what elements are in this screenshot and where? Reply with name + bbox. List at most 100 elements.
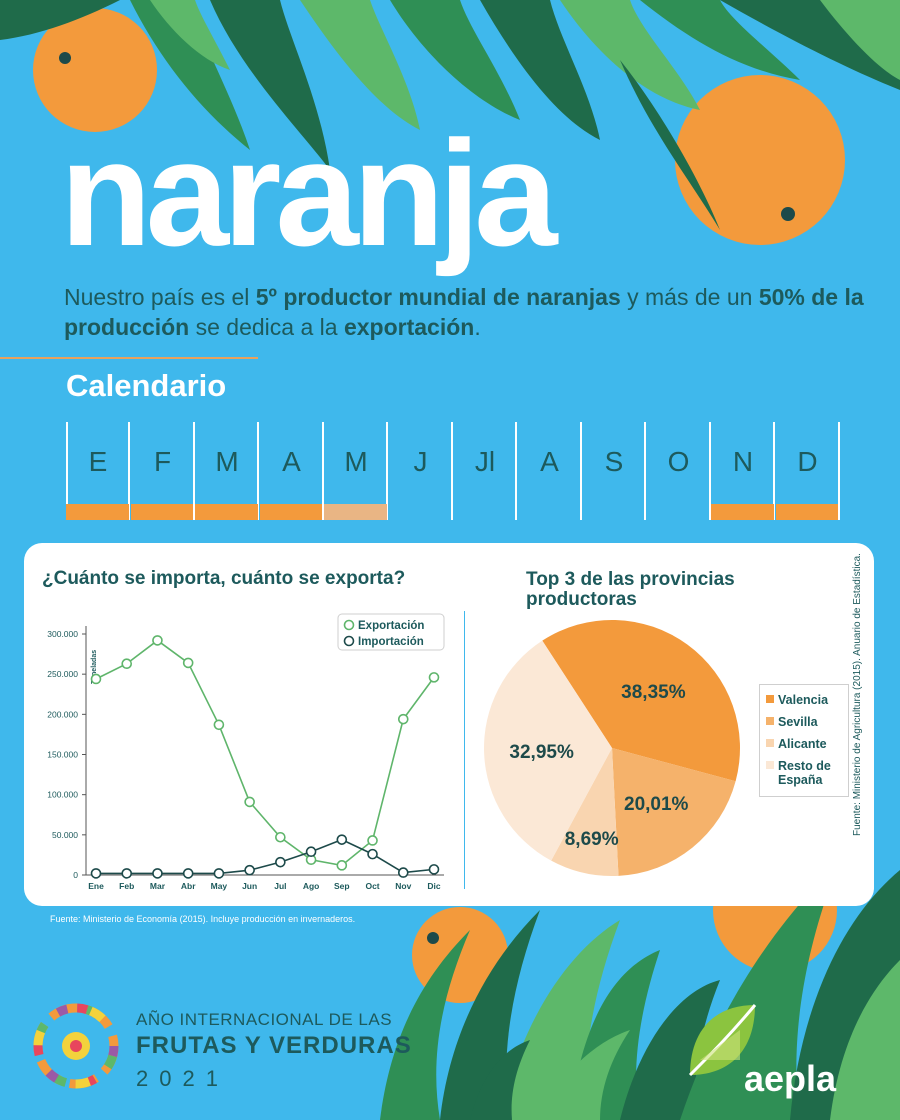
intro-highlight: 5º productor mundial de naranjas: [255, 284, 621, 310]
calendar-month: O: [647, 422, 711, 520]
y-tick-label: 0: [73, 870, 78, 880]
month-label: N: [732, 446, 754, 477]
data-point: [428, 672, 440, 683]
data-point: [90, 673, 102, 685]
data-point: [152, 868, 163, 879]
month-label: A: [282, 446, 301, 477]
x-tick-label: Abr: [181, 881, 196, 891]
pie-chart: 38,35% 20,01%8,69% 32,95%: [483, 620, 740, 876]
fruits-vegetables-logo: [33, 1003, 119, 1089]
month-label: A: [540, 446, 559, 477]
intro-segment: se dedica a la: [189, 314, 344, 340]
calendar-month: D: [775, 422, 840, 520]
footer-line2: FRUTAS Y VERDURAS: [136, 1032, 412, 1059]
legend-marker: [343, 635, 355, 647]
calendar-month: F: [130, 422, 195, 520]
x-tick-label: Mar: [150, 881, 166, 891]
data-point: [397, 713, 409, 725]
legend-label: Resto de España: [778, 759, 831, 787]
pie-legend-item: Resto de España: [766, 759, 844, 787]
pie-legend-item: Valencia: [766, 693, 828, 707]
data-point: [305, 846, 317, 858]
calendar-month: A: [259, 422, 324, 520]
slice-label: 20,01%: [624, 794, 689, 815]
line-chart: 0 50.000 100.000 150.000 200.000 250.000 300.0…: [47, 613, 445, 891]
orange-top-left: [33, 8, 157, 132]
calendar-month: N: [711, 422, 775, 520]
month-separator: [708, 422, 711, 520]
month-label: S: [604, 446, 624, 477]
month-separator: [321, 422, 324, 520]
intro-segment: .: [474, 314, 481, 340]
section-divider: [0, 357, 258, 359]
x-tick-label: Nov: [395, 881, 411, 891]
x-tick-label: Jul: [274, 881, 286, 891]
x-tick-label: Dic: [427, 881, 441, 891]
month-separator: [386, 422, 388, 520]
line-chart-title: ¿Cuánto se importa, cuánto se exporta?: [42, 568, 406, 589]
data-point: [213, 868, 225, 879]
x-tick-label: Ago: [303, 881, 320, 891]
month-separator: [837, 422, 840, 520]
top-foliage: [0, 0, 900, 245]
series-line: [95, 639, 435, 867]
data-point: [121, 868, 133, 879]
x-tick-label: Feb: [119, 881, 134, 891]
y-tick-label: 300.000: [47, 629, 78, 639]
pie-slice: [612, 748, 736, 876]
month-label: M: [215, 446, 239, 477]
data-point: [397, 867, 409, 878]
data-point: [244, 864, 255, 876]
source-note-right: Fuente: Ministerio de Agricultura (2015)…: [848, 553, 872, 838]
month-label: O: [667, 446, 690, 477]
legend-swatch: [766, 717, 774, 725]
month-separator: [515, 422, 517, 520]
x-tick-label: Oct: [365, 881, 379, 891]
legend-label: Exportación: [358, 620, 424, 632]
intro-highlight: exportación: [343, 314, 475, 340]
x-tick-label: Jun: [242, 881, 257, 891]
calendar-month: E: [66, 422, 130, 520]
calendar-title: Calendario: [66, 368, 227, 403]
pie-legend-item: Sevilla: [766, 715, 818, 729]
calendar-month: A: [518, 422, 582, 520]
month-separator: [257, 422, 259, 520]
pie-chart-title: Top 3 de las provincias productoras: [526, 569, 735, 610]
source-note-left: Fuente: Ministerio de Economía (2015). I…: [50, 914, 356, 924]
season-bar: [324, 504, 387, 520]
month-separator: [66, 422, 68, 520]
data-point: [367, 848, 378, 860]
month-label: Jl: [474, 446, 496, 477]
y-tick-label: 50.000: [52, 830, 78, 840]
x-tick-label: Sep: [334, 881, 350, 891]
data-point: [275, 831, 286, 843]
x-tick-label: May: [211, 881, 228, 891]
calendar-month: Jl: [453, 422, 517, 520]
calendar-month: M: [324, 422, 388, 520]
slice-label: 38,35%: [621, 682, 686, 703]
intro-highlight: 50% de la producción: [64, 284, 864, 340]
season-bar: [775, 504, 838, 520]
series-line: [96, 838, 435, 875]
data-point: [152, 635, 163, 646]
month-separator: [773, 422, 775, 520]
data-point: [90, 868, 102, 879]
data-point: [428, 864, 440, 875]
data-point: [182, 657, 194, 669]
intro-segment: Nuestro país es el: [64, 284, 256, 310]
line-legend: [337, 613, 445, 651]
data-point: [336, 860, 348, 871]
data-point: [244, 796, 255, 808]
source-right-text: Fuente: Ministerio de Agricultura (2015)…: [852, 553, 863, 836]
month-separator: [192, 422, 195, 520]
y-tick-label: 150.000: [47, 750, 78, 760]
data-point: [182, 868, 194, 879]
month-separator: [450, 422, 453, 520]
legend-swatch: [766, 739, 774, 747]
calendar-month: M: [195, 422, 259, 520]
y-tick-label: 250.000: [47, 669, 78, 679]
month-label: E: [88, 446, 108, 477]
data-point: [275, 856, 286, 868]
